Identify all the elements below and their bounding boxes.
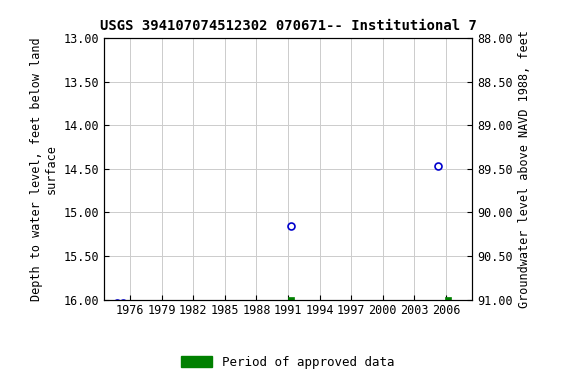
Y-axis label: Depth to water level, feet below land
surface: Depth to water level, feet below land su… [29, 37, 58, 301]
Y-axis label: Groundwater level above NAVD 1988, feet: Groundwater level above NAVD 1988, feet [518, 30, 532, 308]
Legend: Period of approved data: Period of approved data [176, 351, 400, 374]
Title: USGS 394107074512302 070671-- Institutional 7: USGS 394107074512302 070671-- Institutio… [100, 19, 476, 33]
